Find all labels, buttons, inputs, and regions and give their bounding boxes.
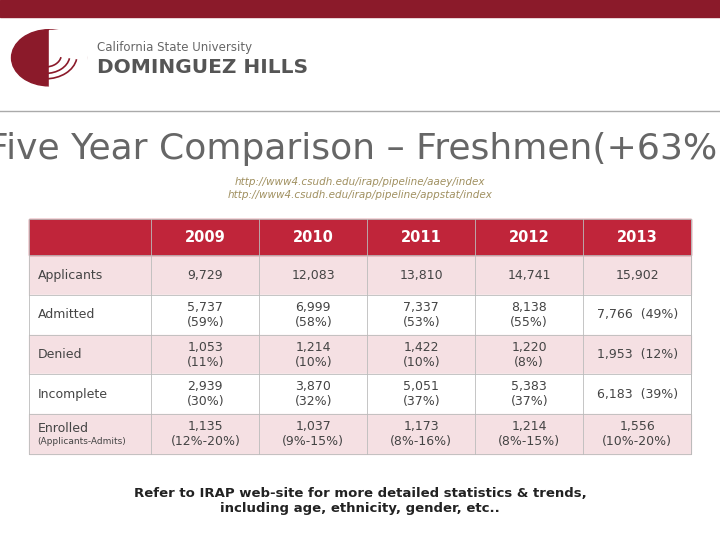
Text: DOMINGUEZ HILLS: DOMINGUEZ HILLS xyxy=(97,58,308,77)
Text: 1,053
(11%): 1,053 (11%) xyxy=(186,341,224,368)
Bar xyxy=(0,0,720,17)
Text: Denied: Denied xyxy=(37,348,82,361)
Text: Enrolled: Enrolled xyxy=(37,422,89,435)
Text: (Applicants-Admits): (Applicants-Admits) xyxy=(37,437,126,446)
Text: 1,214
(10%): 1,214 (10%) xyxy=(294,341,332,368)
Text: 1,037
(9%-15%): 1,037 (9%-15%) xyxy=(282,420,344,448)
Text: 1,135
(12%-20%): 1,135 (12%-20%) xyxy=(171,420,240,448)
Text: http://www4.csudh.edu/irap/pipeline/aaey/index: http://www4.csudh.edu/irap/pipeline/aaey… xyxy=(235,177,485,187)
Text: 15,902: 15,902 xyxy=(616,269,659,282)
Text: 5,051
(37%): 5,051 (37%) xyxy=(402,380,440,408)
Text: 14,741: 14,741 xyxy=(508,269,551,282)
Bar xyxy=(29,219,691,255)
Text: 6,183  (39%): 6,183 (39%) xyxy=(597,388,678,401)
Text: 9,729: 9,729 xyxy=(187,269,223,282)
Text: 2013: 2013 xyxy=(617,230,657,245)
Text: 2009: 2009 xyxy=(185,230,225,245)
Text: Five Year Comparison – Freshmen(+63%): Five Year Comparison – Freshmen(+63%) xyxy=(0,132,720,165)
Text: Admitted: Admitted xyxy=(37,308,95,321)
Text: 6,999
(58%): 6,999 (58%) xyxy=(294,301,332,329)
Text: http://www4.csudh.edu/irap/pipeline/appstat/index: http://www4.csudh.edu/irap/pipeline/apps… xyxy=(228,191,492,200)
Text: 1,422
(10%): 1,422 (10%) xyxy=(402,341,440,368)
Text: 2011: 2011 xyxy=(401,230,441,245)
Text: 1,173
(8%-16%): 1,173 (8%-16%) xyxy=(390,420,452,448)
Text: 3,870
(32%): 3,870 (32%) xyxy=(294,380,332,408)
Text: Applicants: Applicants xyxy=(37,269,103,282)
Text: Refer to IRAP web-site for more detailed statistics & trends,
including age, eth: Refer to IRAP web-site for more detailed… xyxy=(134,487,586,515)
Text: 5,383
(37%): 5,383 (37%) xyxy=(510,380,548,408)
Text: 7,337
(53%): 7,337 (53%) xyxy=(402,301,440,329)
Text: 1,953  (12%): 1,953 (12%) xyxy=(597,348,678,361)
Text: 13,810: 13,810 xyxy=(400,269,443,282)
Text: 8,138
(55%): 8,138 (55%) xyxy=(510,301,548,329)
Bar xyxy=(29,295,691,335)
Bar xyxy=(29,374,691,414)
Text: Incomplete: Incomplete xyxy=(37,388,107,401)
Text: 1,220
(8%): 1,220 (8%) xyxy=(511,341,547,368)
Text: 2,939
(30%): 2,939 (30%) xyxy=(186,380,224,408)
Text: 7,766  (49%): 7,766 (49%) xyxy=(597,308,678,321)
Text: 5,737
(59%): 5,737 (59%) xyxy=(186,301,224,329)
Text: 1,556
(10%-20%): 1,556 (10%-20%) xyxy=(602,420,672,448)
Text: 2012: 2012 xyxy=(509,230,549,245)
Text: California State University: California State University xyxy=(97,41,252,54)
Circle shape xyxy=(12,30,86,86)
Text: 2010: 2010 xyxy=(293,230,334,245)
Bar xyxy=(29,335,691,374)
Bar xyxy=(29,414,691,454)
Text: 1,214
(8%-15%): 1,214 (8%-15%) xyxy=(498,420,560,448)
Text: 12,083: 12,083 xyxy=(292,269,335,282)
Bar xyxy=(29,255,691,295)
FancyBboxPatch shape xyxy=(49,30,86,86)
